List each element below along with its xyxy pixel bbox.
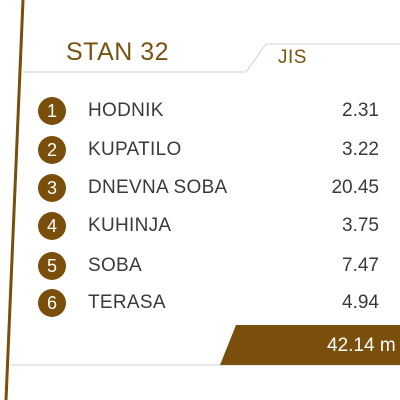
unit-label: JIS xyxy=(278,47,307,68)
total-area-value: 42.14 m xyxy=(327,335,396,356)
room-number-badge: 3 xyxy=(38,174,66,202)
room-row: 6 TERASA 4.94 xyxy=(0,289,400,317)
header-tab-slant xyxy=(245,43,267,73)
room-name: TERASA xyxy=(88,292,166,313)
room-area: 4.94 xyxy=(342,292,379,313)
total-area-background xyxy=(220,325,400,365)
room-area: 20.45 xyxy=(331,177,379,198)
room-area: 3.75 xyxy=(342,215,379,236)
apartment-title: STAN 32 xyxy=(66,38,170,66)
room-name: HODNIK xyxy=(88,100,164,121)
room-area: 3.22 xyxy=(342,139,379,160)
room-name: DNEVNA SOBA xyxy=(88,177,228,198)
room-number-badge: 2 xyxy=(38,136,66,164)
room-number-badge: 4 xyxy=(38,212,66,240)
room-area: 2.31 xyxy=(342,100,379,121)
room-number-badge: 5 xyxy=(38,252,66,280)
room-row: 5 SOBA 7.47 xyxy=(0,252,400,280)
room-name: KUPATILO xyxy=(88,139,182,160)
vertical-accent-line xyxy=(4,0,25,400)
room-row: 2 KUPATILO 3.22 xyxy=(0,136,400,164)
room-row: 1 HODNIK 2.31 xyxy=(0,97,400,125)
room-row: 3 DNEVNA SOBA 20.45 xyxy=(0,174,400,202)
room-name: SOBA xyxy=(88,255,142,276)
room-area: 7.47 xyxy=(342,255,379,276)
room-row: 4 KUHINJA 3.75 xyxy=(0,212,400,240)
room-number-badge: 1 xyxy=(38,97,66,125)
total-area-bar: 42.14 m xyxy=(0,325,400,365)
room-number-badge: 6 xyxy=(38,289,66,317)
room-name: KUHINJA xyxy=(88,215,172,236)
